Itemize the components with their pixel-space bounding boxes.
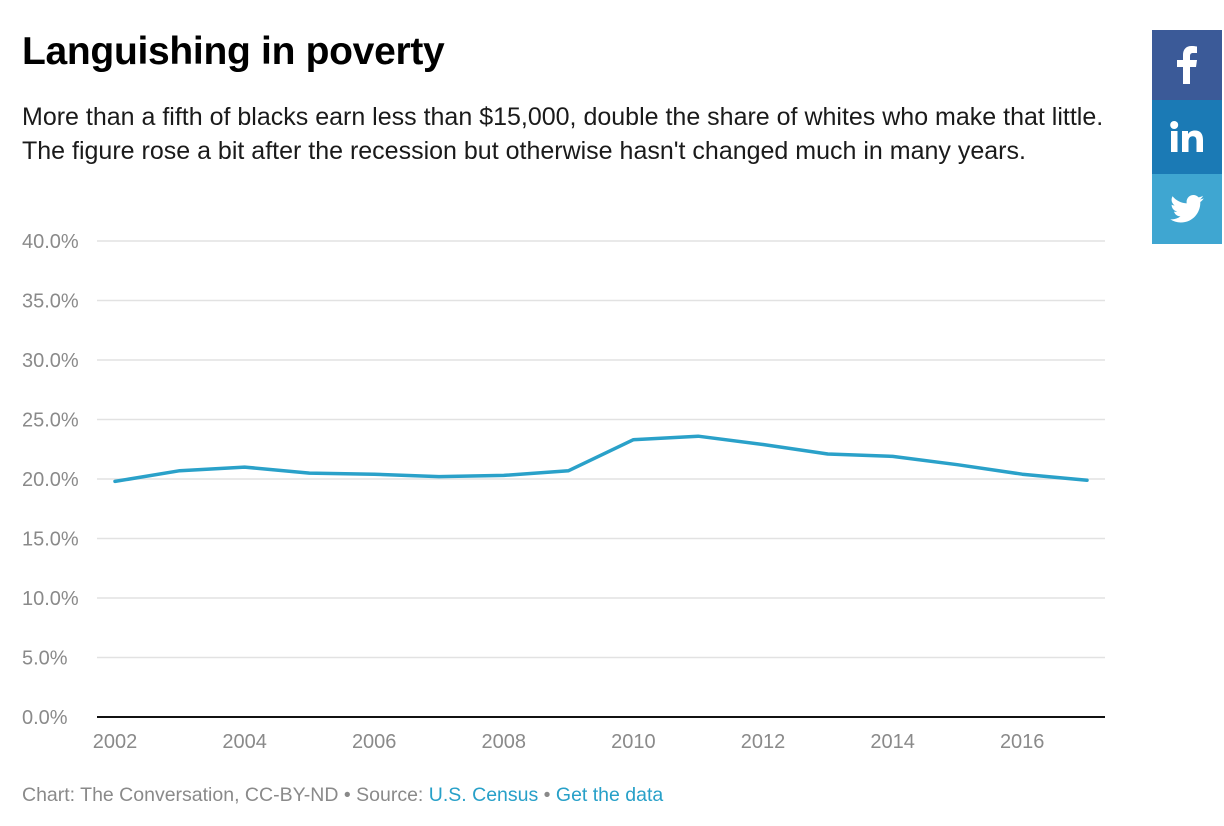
chart-title: Languishing in poverty xyxy=(22,30,445,73)
separator: • xyxy=(538,784,556,806)
x-tick-label: 2014 xyxy=(870,731,915,753)
y-tick-label: 35.0% xyxy=(22,291,79,313)
source-link[interactable]: U.S. Census xyxy=(428,784,539,806)
y-tick-label: 5.0% xyxy=(22,648,68,670)
credit-text: Chart: The Conversation, CC-BY-ND xyxy=(22,784,339,806)
x-tick-label: 2008 xyxy=(482,731,527,753)
x-tick-label: 2016 xyxy=(1000,731,1045,753)
y-axis-ticks: 0.0% 5.0% 10.0% 15.0% 20.0% 25.0% 30.0% 35.0% 40… xyxy=(22,231,79,729)
x-tick-label: 2010 xyxy=(611,731,656,753)
x-tick-label: 2004 xyxy=(222,731,267,753)
share-bar xyxy=(1152,30,1222,244)
y-tick-label: 25.0% xyxy=(22,410,79,432)
twitter-share-button[interactable] xyxy=(1152,174,1222,244)
x-axis-ticks: 2002 2004 2006 2008 2010 2012 2014 2016 xyxy=(93,731,1045,753)
y-tick-label: 15.0% xyxy=(22,529,79,551)
get-data-link[interactable]: Get the data xyxy=(555,784,664,806)
y-tick-label: 40.0% xyxy=(22,231,79,253)
y-tick-label: 30.0% xyxy=(22,350,79,372)
line-chart: 0.0% 5.0% 10.0% 15.0% 20.0% 25.0% 30.0% 35.0% 40… xyxy=(22,231,1105,753)
facebook-share-button[interactable] xyxy=(1152,30,1222,100)
y-tick-label: 10.0% xyxy=(22,588,79,610)
x-tick-label: 2002 xyxy=(93,731,138,753)
facebook-icon xyxy=(1177,46,1197,84)
y-tick-label: 0.0% xyxy=(22,707,68,729)
source-label: Source: xyxy=(356,784,429,806)
series-line xyxy=(113,434,1089,484)
separator: • xyxy=(338,784,357,806)
chart-subtitle: More than a fifth of blacks earn less th… xyxy=(22,103,1104,165)
y-tick-label: 20.0% xyxy=(22,469,79,491)
x-tick-label: 2006 xyxy=(352,731,397,753)
x-tick-label: 2012 xyxy=(741,731,786,753)
gridlines xyxy=(97,240,1105,659)
linkedin-share-button[interactable] xyxy=(1152,100,1222,174)
twitter-icon xyxy=(1170,195,1204,223)
chart-footer: Chart: The Conversation, CC-BY-ND • Sour… xyxy=(22,784,663,807)
linkedin-icon xyxy=(1170,121,1203,152)
